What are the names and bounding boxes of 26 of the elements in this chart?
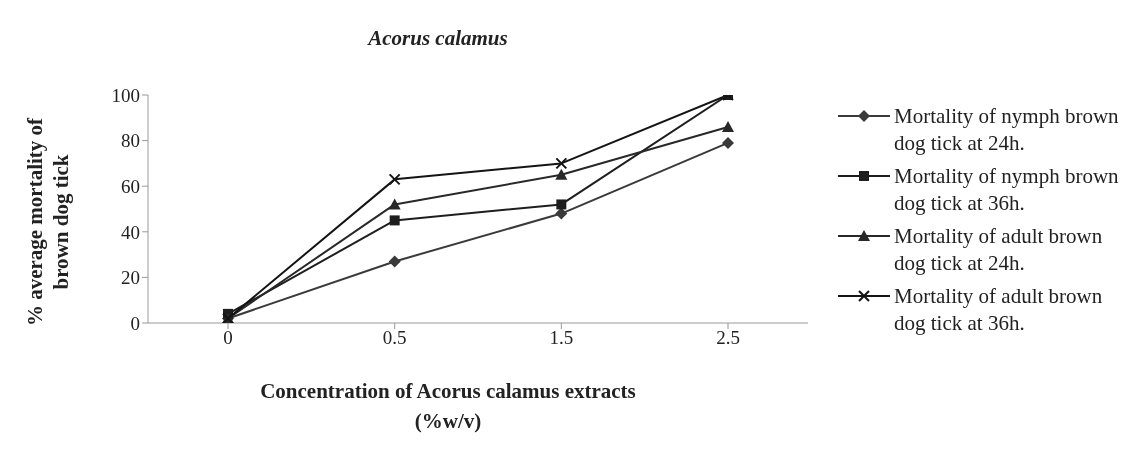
y-tick-label: 100: [111, 84, 140, 106]
point: [556, 199, 567, 210]
point: [722, 136, 734, 149]
x-tick-label: 0: [223, 327, 233, 349]
point: [722, 120, 734, 132]
point: [555, 157, 568, 170]
x-tick-label: 0.5: [382, 327, 407, 349]
y-tick-label: 40: [121, 221, 140, 243]
legend-label: Mortality of adult brown dog tick at 36h.: [894, 283, 1104, 337]
chart-title: Acorus calamus: [366, 26, 509, 51]
legend-label: Mortality of nymph brown dog tick at 36h.: [894, 163, 1120, 217]
x-axis-title: Concentration of Acorus calamus extracts (%w/v): [259, 378, 637, 435]
point: [388, 173, 401, 186]
y-axis-title: % average mortality of brown dog tick: [22, 116, 74, 329]
y-tick-label: 0: [130, 312, 140, 334]
point: [555, 168, 568, 180]
y-tick-label: 80: [121, 130, 140, 152]
legend-label: Mortality of adult brown dog tick at 24h.: [894, 223, 1104, 277]
point: [388, 198, 401, 210]
y-tick-label: 60: [121, 175, 140, 197]
y-tick-label: 20: [121, 267, 140, 289]
x-tick-label: 1.5: [549, 327, 574, 349]
legend-label: Mortality of nymph brown dog tick at 24h.: [894, 103, 1120, 157]
point: [388, 255, 401, 268]
x-tick-label: 2.5: [716, 327, 740, 349]
point: [389, 215, 400, 226]
